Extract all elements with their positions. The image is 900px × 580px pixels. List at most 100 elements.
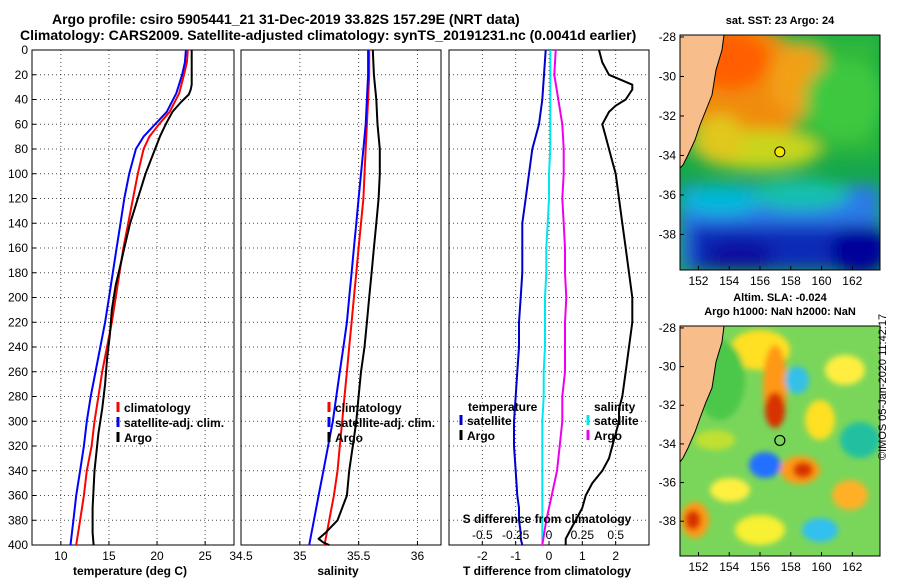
map-lon-label: 162 (842, 560, 862, 574)
map-lat-label: -28 (659, 30, 677, 44)
x-tick-label: 0 (546, 549, 553, 563)
y-tick-label: 380 (8, 513, 28, 527)
map-lon-label: 154 (719, 274, 739, 288)
axis-ticks: 10 15 20 25 34.5 35 35.5 36 -2 -1 0 1 20204060801001… (8, 43, 624, 563)
plot-title-line-1: Argo profile: csiro 5905441_21 31-Dec-20… (52, 11, 520, 27)
map-lat-label: -32 (659, 398, 677, 412)
y-tick-label: 220 (8, 315, 28, 329)
legend-0-0-label: climatology (124, 401, 191, 415)
y-tick-label: 260 (8, 365, 28, 379)
map-lon-label: 152 (688, 274, 708, 288)
map-lon-label: 162 (842, 274, 862, 288)
map-lat-label: -36 (659, 476, 677, 490)
y-tick-label: 360 (8, 489, 28, 503)
sst-map-title: sat. SST: 23 Argo: 24 (725, 15, 835, 27)
y-tick-label: 240 (8, 340, 28, 354)
y-tick-label: 180 (8, 266, 28, 280)
s-tick-label: -0.5 (472, 528, 493, 542)
y-tick-label: 280 (8, 390, 28, 404)
map-lon-label: 158 (781, 560, 801, 574)
y-tick-label: 200 (8, 291, 28, 305)
y-tick-label: 400 (8, 538, 28, 552)
series-argo (317, 49, 381, 546)
s-tick-label: 0.5 (607, 528, 624, 542)
map-lon-label: 158 (781, 274, 801, 288)
map-lon-label: 156 (750, 274, 770, 288)
map-lat-label: -32 (659, 109, 677, 123)
map-lat-label: -36 (659, 188, 677, 202)
legend-0-2-label: Argo (124, 431, 152, 445)
series-salinity-argo (541, 49, 568, 546)
x-tick-label: 20 (150, 549, 164, 563)
temperature-grid (32, 50, 234, 545)
sst-map (680, 35, 880, 270)
x-tick-label: 25 (198, 549, 212, 563)
y-tick-label: 60 (15, 117, 29, 131)
map-lat-label: -30 (659, 360, 677, 374)
y-tick-label: 20 (15, 68, 29, 82)
sla-map (680, 326, 880, 556)
x-tick-label: 1 (579, 549, 586, 563)
s-tick-label: 0.25 (571, 528, 595, 542)
y-tick-label: 0 (21, 43, 28, 57)
sla-map-title-1: Altim. SLA: -0.024 (733, 292, 827, 304)
x-tick-label: -2 (477, 549, 488, 563)
y-tick-label: 300 (8, 414, 28, 428)
x-tick-label: 35.5 (347, 549, 371, 563)
series-satellite-adj-clim (69, 49, 187, 546)
y-tick-label: 140 (8, 216, 28, 230)
plot-title-line-2: Climatology: CARS2009. Satellite-adjuste… (20, 27, 637, 43)
y-tick-label: 100 (8, 167, 28, 181)
difference-series (513, 49, 634, 546)
map-lat-label: -28 (659, 321, 677, 335)
map-axis-ticks: 152 154 156 158 160 162 -28 -30 -32 -34 -36 -38 152 1… (659, 30, 863, 574)
sla-map-title-2: Argo h1000: NaN h2000: NaN (704, 306, 856, 318)
map-lon-label: 160 (812, 560, 832, 574)
series-salinity-satellite (541, 50, 552, 545)
x-tick-label: 15 (102, 549, 116, 563)
imos-timestamp: ©IMOS 05-Jan-2020 11:42:17 (877, 313, 889, 460)
legend-0-1-label: satellite-adj. clim. (124, 416, 224, 430)
temperature-xlabel: temperature (deg C) (73, 564, 187, 578)
x-tick-label: 10 (54, 549, 68, 563)
series-temperature-satellite (513, 49, 547, 546)
map-lon-label: 154 (719, 560, 739, 574)
map-lon-label: 160 (812, 274, 832, 288)
series-argo (91, 50, 193, 546)
map-lon-label: 152 (688, 560, 708, 574)
salinity-xlabel: salinity (317, 564, 359, 578)
sla-argo-marker (774, 434, 786, 447)
legend-1-0-label: climatology (335, 401, 402, 415)
legend-1-1-label: satellite-adj. clim. (335, 416, 435, 430)
series-temperature-argo (564, 49, 634, 545)
map-lat-label: -38 (659, 514, 677, 528)
map-lat-label: -30 (659, 69, 677, 83)
y-tick-label: 340 (8, 464, 28, 478)
difference-xlabel: T difference from climatology (463, 564, 631, 578)
y-tick-label: 320 (8, 439, 28, 453)
map-lat-label: -38 (659, 227, 677, 241)
sst-argo-marker (774, 146, 786, 158)
legend-temperature-satellite-label: satellite (467, 414, 512, 428)
legend-1-2-label: Argo (335, 431, 363, 445)
x-tick-label: 36 (411, 549, 425, 563)
s-tick-label: 0 (546, 528, 553, 542)
salinity-series (308, 49, 381, 546)
y-tick-label: 160 (8, 241, 28, 255)
x-tick-label: 2 (612, 549, 619, 563)
map-lat-label: -34 (659, 437, 677, 451)
difference-top-xlabel: S difference from climatology (463, 512, 632, 526)
legend-salinity-satellite-label: satellite (594, 414, 639, 428)
legend-temperature-argo-label: Argo (467, 429, 495, 443)
series-climatology (323, 50, 371, 546)
legend-salinity-title: salinity (594, 400, 636, 414)
y-tick-label: 80 (15, 142, 29, 156)
salinity-grid (241, 50, 441, 545)
temperature-series (69, 49, 193, 546)
s-tick-label: -0.25 (502, 528, 530, 542)
difference-grid (449, 50, 649, 545)
legend-temperature-title: temperature (468, 400, 538, 414)
y-tick-label: 120 (8, 192, 28, 206)
legend-salinity-argo-label: Argo (594, 429, 622, 443)
